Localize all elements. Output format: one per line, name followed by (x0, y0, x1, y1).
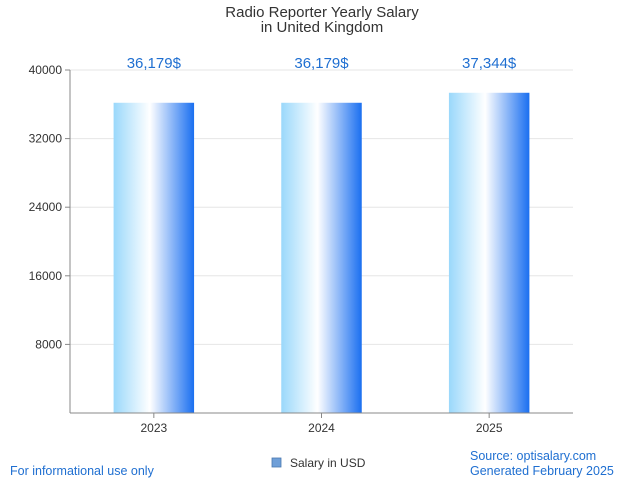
chart-title-line-1: Radio Reporter Yearly Salary (225, 4, 419, 21)
bars (113, 92, 530, 413)
x-tick-label-2023: 2023 (140, 421, 167, 435)
y-tick-label: 24000 (29, 200, 63, 214)
chart-title-line-2: in United Kingdom (261, 19, 384, 36)
bar-2023 (113, 102, 195, 413)
legend-swatch (271, 457, 282, 468)
y-tick-label: 16000 (29, 269, 63, 283)
y-tick-label: 40000 (29, 63, 63, 77)
data-label-2023: 36,179$ (127, 55, 182, 72)
x-tick-label-2025: 2025 (476, 421, 503, 435)
data-label-2025: 37,344$ (462, 55, 517, 72)
data-label-2024: 36,179$ (294, 55, 349, 72)
axes (65, 69, 573, 418)
x-tick-label-2024: 2024 (308, 421, 335, 435)
bar-2024 (281, 102, 362, 413)
legend[interactable]: Salary in USD (271, 456, 366, 470)
labels: 8000 16000 24000 32000 40000 36,179$ 2023 36,17… (29, 55, 517, 435)
y-tick-label: 32000 (29, 132, 63, 146)
footer-disclaimer: For informational use only (10, 464, 155, 478)
bar-2025 (448, 92, 530, 413)
footer-source[interactable]: Source: optisalary.com (470, 449, 596, 463)
y-tick-label: 8000 (35, 337, 62, 351)
legend-label: Salary in USD (290, 456, 366, 470)
footer-generated: Generated February 2025 (470, 464, 614, 478)
